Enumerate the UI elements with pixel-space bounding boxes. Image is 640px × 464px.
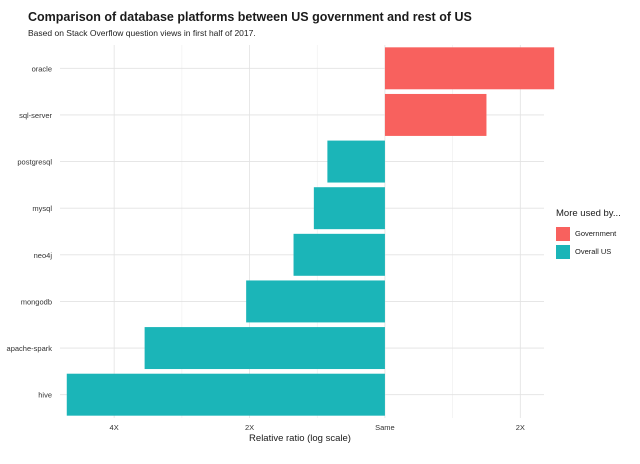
bar-mongodb bbox=[246, 280, 385, 323]
legend-swatch-overall-us bbox=[556, 244, 570, 259]
bar-apache-spark bbox=[144, 327, 385, 370]
legend-item-government: Government bbox=[556, 225, 621, 242]
x-tick-label-1: 2X bbox=[245, 423, 254, 432]
y-tick-label-neo4j: neo4j bbox=[34, 251, 53, 260]
legend-label-government: Government bbox=[575, 229, 617, 238]
y-axis-labels: oracle sql-server postgresql mysql neo4j mong… bbox=[7, 64, 53, 399]
x-tick-label-2: Same bbox=[375, 423, 395, 432]
legend-swatch-government bbox=[556, 226, 570, 241]
x-axis-title: Relative ratio (log scale) bbox=[249, 433, 351, 444]
legend-title: More used by... bbox=[556, 208, 621, 219]
legend-item-overall-us: Overall US bbox=[556, 243, 621, 260]
legend: More used by... Government Overall US bbox=[556, 208, 621, 261]
bar-postgresql bbox=[327, 140, 385, 183]
x-tick-label-0: 4X bbox=[110, 423, 119, 432]
chart-title: Comparison of database platforms between… bbox=[28, 10, 472, 24]
bar-hive bbox=[66, 373, 385, 416]
y-tick-label-postgresql: postgresql bbox=[17, 158, 52, 167]
y-tick-label-sql-server: sql-server bbox=[19, 111, 52, 120]
x-tick-label-3: 2X bbox=[516, 423, 525, 432]
chart-subtitle: Based on Stack Overflow question views i… bbox=[28, 28, 256, 38]
x-axis-labels: 4X 2X Same 2X bbox=[110, 423, 525, 432]
y-tick-label-hive: hive bbox=[38, 391, 52, 400]
y-tick-label-oracle: oracle bbox=[32, 64, 52, 73]
bar-neo4j bbox=[293, 233, 385, 276]
legend-label-overall-us: Overall US bbox=[575, 247, 612, 256]
bars-group bbox=[66, 47, 555, 416]
y-tick-label-mysql: mysql bbox=[32, 204, 52, 213]
y-tick-label-mongodb: mongodb bbox=[21, 297, 52, 306]
bar-mysql bbox=[313, 187, 385, 230]
y-tick-label-apache-spark: apache-spark bbox=[7, 344, 53, 353]
bar-oracle bbox=[384, 47, 555, 90]
bar-sql-server bbox=[384, 93, 487, 136]
